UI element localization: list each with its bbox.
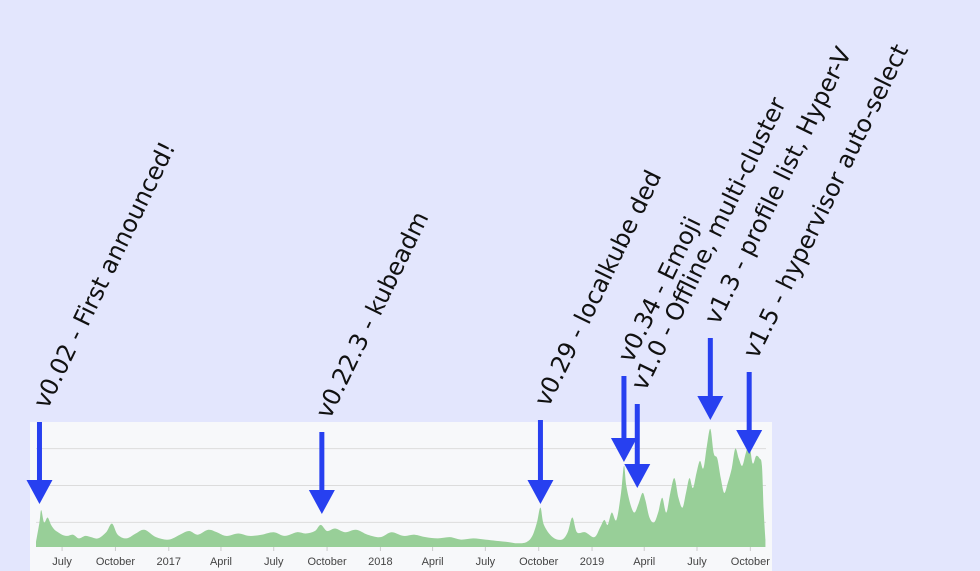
x-tick-label: 2019 [580, 556, 604, 568]
annotation-arrow-head [26, 480, 53, 504]
x-tick-label: October [731, 556, 770, 568]
x-tick-label: October [96, 556, 135, 568]
x-tick-label: July [52, 556, 72, 568]
annotation-arrow-head [697, 396, 724, 420]
annotation-arrow-head [624, 464, 651, 488]
annotation-label: v0.22.3 - kubeadm [310, 207, 434, 423]
downloads-area [36, 428, 766, 547]
x-tick-label: 2018 [368, 556, 392, 568]
annotation-arrow-head [527, 480, 554, 504]
x-tick-label: July [476, 556, 496, 568]
plot-background [30, 422, 772, 571]
x-tick-label: April [210, 556, 232, 568]
x-tick-label: April [633, 556, 655, 568]
x-tick-label: 2017 [157, 556, 181, 568]
x-tick-label: July [687, 556, 707, 568]
x-tick-label: July [264, 556, 284, 568]
annotation-label: v0.02 - First announced! [28, 137, 181, 412]
x-axis-ticks: July October 2017 April July October 2018 April… [52, 547, 770, 568]
annotation-arrow-head [610, 438, 637, 462]
x-tick-label: April [422, 556, 444, 568]
annotation-arrow-head [736, 430, 763, 454]
annotation-arrow-head [308, 490, 335, 514]
x-tick-label: October [519, 556, 558, 568]
x-tick-label: October [308, 556, 347, 568]
